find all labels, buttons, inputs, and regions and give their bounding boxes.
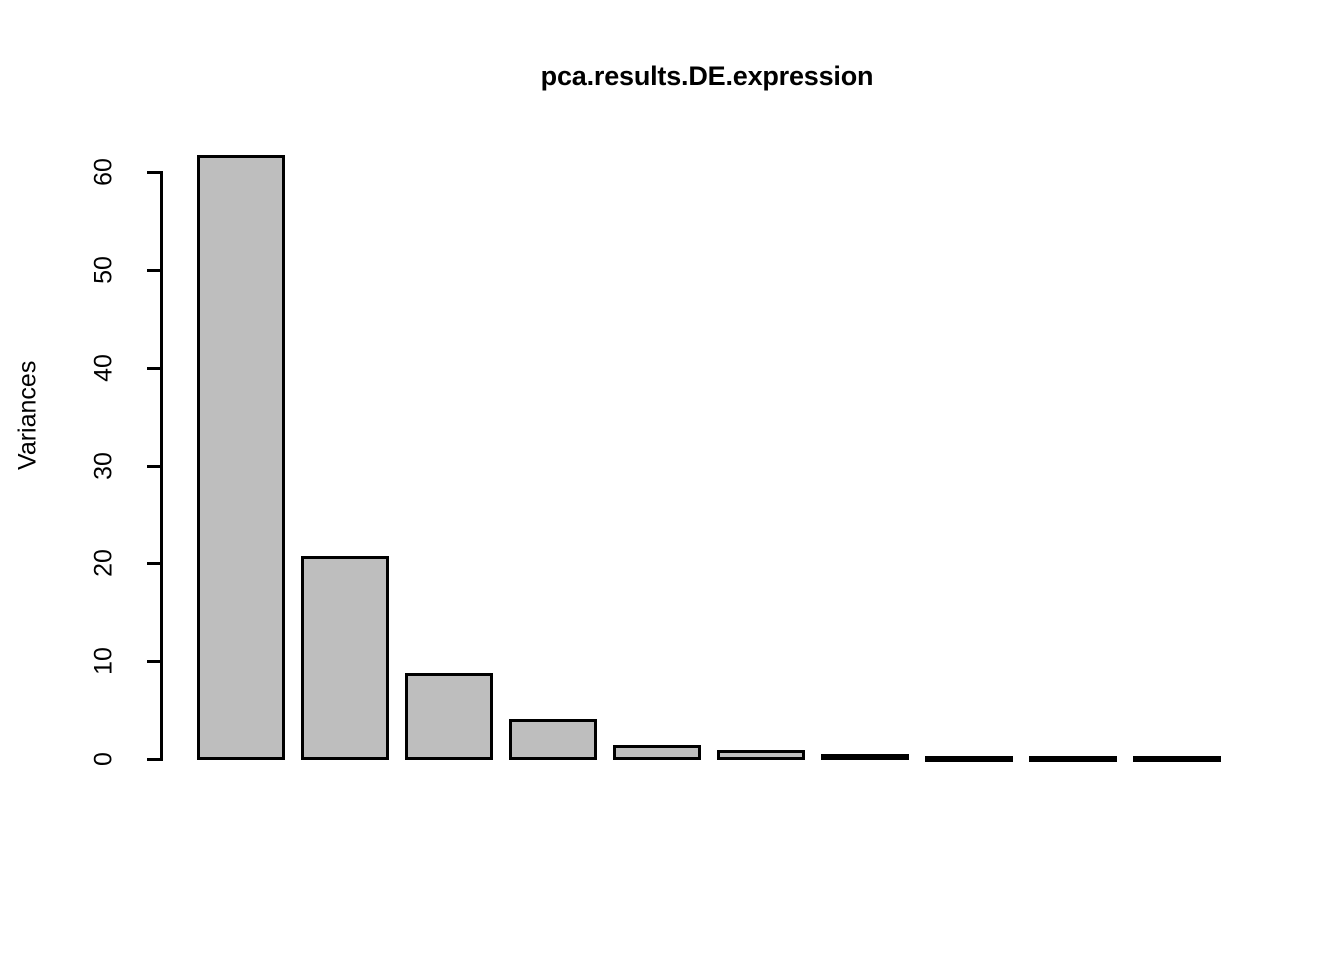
y-axis-tick-label: 0: [89, 752, 118, 766]
y-axis-tick: [147, 562, 163, 566]
page-title: pca.results.DE.expression: [540, 61, 874, 91]
bar: [1133, 756, 1221, 762]
bar: [509, 718, 597, 760]
y-axis-tick: [147, 366, 163, 370]
bar: [613, 745, 701, 760]
bar: [717, 750, 805, 760]
bar: [821, 754, 909, 761]
y-axis-tick: [147, 268, 163, 272]
y-axis-tick-label: 20: [89, 549, 118, 578]
y-axis-tick: [147, 171, 163, 174]
bar: [925, 755, 1013, 762]
y-axis-tick-label: 40: [89, 353, 118, 382]
bar: [405, 672, 493, 760]
bar: [1029, 756, 1117, 762]
y-axis-tick-label: 50: [89, 255, 118, 284]
y-axis-tick: [147, 660, 163, 664]
y-axis-tick: [147, 464, 163, 468]
bar: [301, 555, 389, 760]
bar: [197, 155, 285, 760]
y-axis-tick-label: 60: [89, 158, 118, 186]
y-axis-tick: [147, 758, 163, 761]
y-axis-tick-label: 30: [89, 451, 118, 480]
y-axis-tick-label: 10: [89, 647, 118, 676]
